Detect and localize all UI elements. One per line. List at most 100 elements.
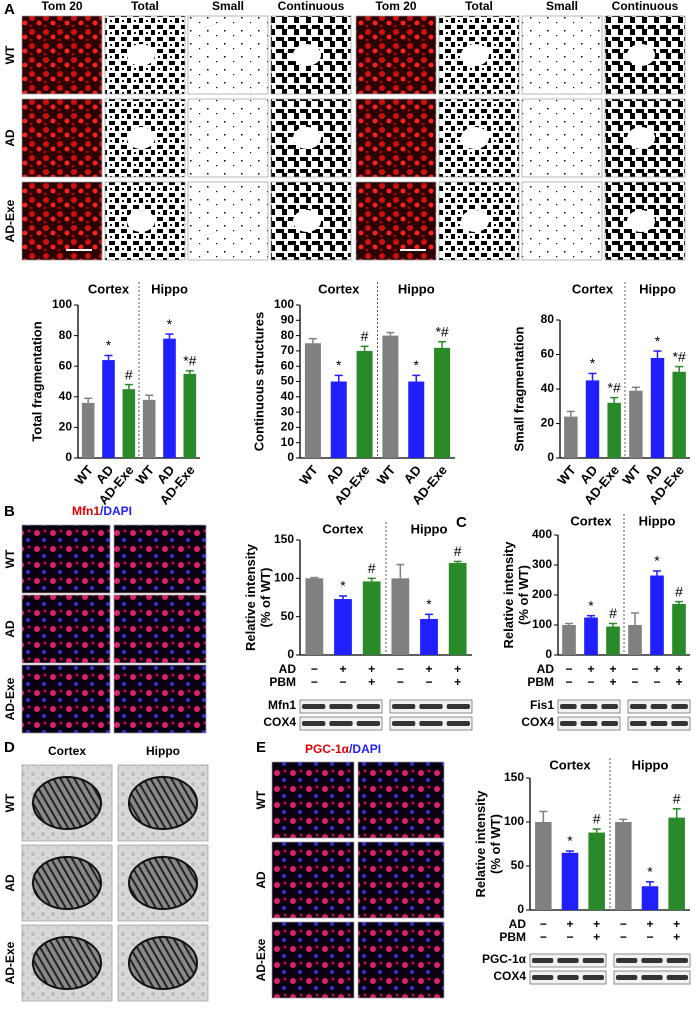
void bbox=[461, 127, 489, 149]
blot-band bbox=[630, 704, 647, 709]
table-cell: − bbox=[397, 675, 404, 689]
table-cell: + bbox=[593, 930, 600, 944]
column-header: Cortex bbox=[48, 744, 86, 758]
bar bbox=[382, 335, 399, 458]
bar bbox=[142, 399, 156, 458]
row-label: WT bbox=[3, 45, 17, 64]
micrograph bbox=[21, 524, 111, 594]
significance: * bbox=[414, 357, 420, 373]
y-tick-label: 90 bbox=[281, 312, 295, 326]
table-cell: − bbox=[620, 930, 627, 944]
bar bbox=[420, 618, 438, 655]
y-tick-label: 60 bbox=[281, 358, 295, 372]
bar bbox=[535, 822, 552, 910]
mitochondrion bbox=[128, 856, 198, 910]
table-cell: − bbox=[566, 930, 573, 944]
significance: * bbox=[426, 596, 432, 612]
blot-band bbox=[302, 721, 326, 726]
significance: # bbox=[368, 560, 376, 576]
y-tick-label: 50 bbox=[281, 609, 295, 623]
micrograph bbox=[355, 181, 437, 261]
bar bbox=[672, 371, 686, 458]
bar bbox=[588, 832, 605, 910]
y-tick-label: 0 bbox=[545, 647, 552, 661]
bar bbox=[305, 578, 324, 655]
table-cell: − bbox=[311, 662, 318, 676]
mitochondrion bbox=[32, 776, 102, 830]
y-axis-label-line: (% of WT) bbox=[258, 568, 273, 628]
row-label: AD bbox=[3, 129, 17, 147]
table-row-label: PBM bbox=[499, 930, 526, 944]
significance: # bbox=[673, 791, 681, 807]
micrograph bbox=[21, 15, 103, 95]
table-cell: + bbox=[368, 662, 375, 676]
table-cell: − bbox=[311, 675, 318, 689]
significance: # bbox=[125, 366, 133, 382]
x-tick-label: WT bbox=[133, 462, 158, 487]
y-tick-label: 20 bbox=[59, 420, 73, 434]
void bbox=[461, 210, 489, 232]
bar bbox=[163, 338, 176, 458]
y-tick-label: 20 bbox=[541, 416, 555, 430]
micrograph bbox=[271, 761, 355, 839]
group-label: Hippo bbox=[639, 281, 676, 296]
significance: * bbox=[167, 316, 173, 332]
significance: * bbox=[588, 597, 594, 613]
row-label: AD bbox=[254, 871, 268, 889]
micrograph bbox=[187, 15, 269, 95]
panel-title: PGC-1α/DAPI bbox=[305, 742, 381, 756]
blot-label: COX4 bbox=[263, 715, 296, 729]
significance: # bbox=[609, 605, 617, 621]
bar bbox=[183, 373, 197, 458]
y-tick-label: 150 bbox=[274, 532, 294, 546]
table-cell: − bbox=[540, 917, 547, 931]
significance: *# bbox=[673, 348, 686, 364]
blot-label: PGC-1α bbox=[482, 952, 527, 966]
void bbox=[127, 210, 155, 232]
micrograph bbox=[187, 98, 269, 178]
blot-band bbox=[666, 975, 688, 980]
blot-band bbox=[580, 721, 598, 726]
table-cell: + bbox=[566, 917, 573, 931]
table-row-label: AD bbox=[537, 662, 555, 676]
panel-letter: C bbox=[456, 514, 467, 531]
blot-band bbox=[616, 958, 638, 963]
y-tick-label: 30 bbox=[281, 404, 295, 418]
blot-label: Mfn1 bbox=[268, 698, 296, 712]
void bbox=[627, 210, 655, 232]
micrograph bbox=[521, 181, 603, 261]
y-tick-label: 50 bbox=[281, 374, 295, 388]
blot-band bbox=[641, 975, 663, 980]
bar bbox=[629, 390, 643, 458]
blot-band bbox=[616, 975, 638, 980]
blot-band bbox=[532, 958, 554, 963]
table-cell: + bbox=[675, 675, 682, 689]
table-cell: − bbox=[565, 662, 572, 676]
significance: *# bbox=[608, 379, 621, 395]
micrograph bbox=[113, 524, 207, 594]
bar bbox=[304, 343, 321, 458]
y-tick-label: 150 bbox=[504, 770, 524, 784]
blot-band bbox=[329, 704, 353, 709]
void bbox=[627, 127, 655, 149]
panel-letter: D bbox=[4, 739, 15, 756]
y-tick-label: 100 bbox=[504, 814, 524, 828]
blot-band bbox=[650, 704, 668, 709]
bar bbox=[362, 581, 381, 655]
y-axis-label: Relative intensity(% of WT) bbox=[473, 790, 503, 898]
table-cell: − bbox=[631, 662, 638, 676]
y-tick-label: 100 bbox=[532, 617, 552, 631]
blot-band bbox=[356, 704, 380, 709]
micrograph bbox=[355, 15, 437, 95]
mitochondrion bbox=[128, 776, 198, 830]
row-label: AD-Exe bbox=[254, 938, 268, 981]
bar bbox=[562, 625, 576, 655]
x-tick-label: WT bbox=[296, 462, 321, 487]
table-cell: − bbox=[339, 675, 346, 689]
table-cell: + bbox=[454, 662, 461, 676]
micrograph bbox=[187, 181, 269, 261]
group-label: Hippo bbox=[411, 521, 448, 536]
table-cell: − bbox=[631, 675, 638, 689]
y-tick-label: 20 bbox=[281, 420, 295, 434]
